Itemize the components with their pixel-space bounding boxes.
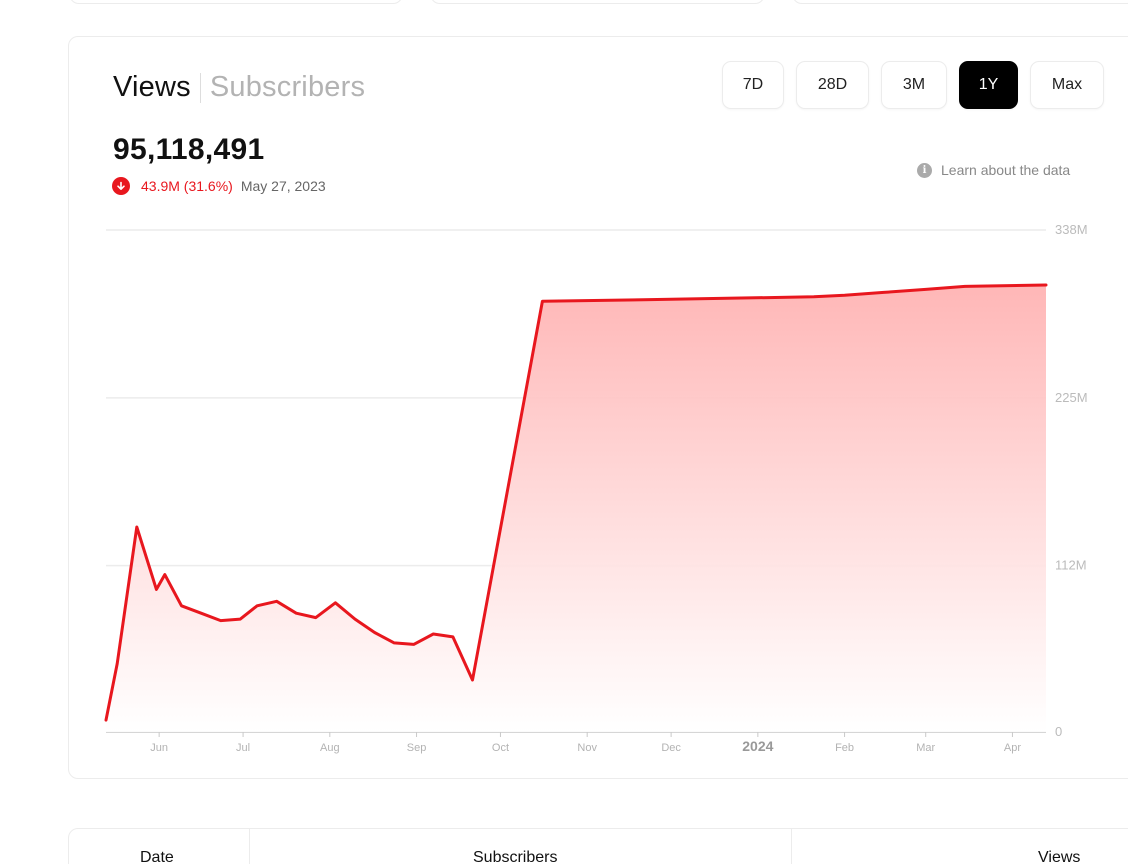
column-divider [249, 829, 250, 864]
learn-about-data-link[interactable]: i Learn about the data [917, 162, 1070, 178]
column-header-views-label: Views [1038, 849, 1081, 864]
column-header-subscribers[interactable]: Subscribers [250, 829, 791, 864]
y-tick-label: 0 [1055, 724, 1062, 739]
x-tick-label: Apr [1004, 742, 1021, 754]
views-series-line [104, 283, 1048, 722]
total-views-value: 95,118,491 [113, 133, 265, 166]
x-tick-label: Aug [320, 742, 340, 754]
x-tick-label: Jun [150, 742, 168, 754]
y-tick-label: 338M [1055, 222, 1088, 237]
column-header-date-label: Date [140, 849, 174, 864]
analytics-card: Views Subscribers 7D 28D 3M 1Y Max 95,11… [68, 36, 1128, 779]
arrow-down-icon [112, 177, 130, 195]
y-tick-label: 112M [1055, 558, 1087, 573]
x-tick-label: Sep [407, 742, 427, 754]
data-table-header: Date Subscribers Views [68, 828, 1128, 864]
tab-subscribers[interactable]: Subscribers [209, 71, 366, 103]
column-header-date[interactable]: Date [69, 829, 249, 864]
x-tick-label: Feb [835, 742, 854, 754]
range-7d-button[interactable]: 7D [722, 61, 784, 109]
summary-card-2 [430, 0, 765, 4]
tab-divider [199, 72, 201, 103]
summary-card-3 [792, 0, 1128, 4]
metric-tabs: Views Subscribers [113, 71, 365, 104]
change-date: May 27, 2023 [240, 178, 326, 194]
column-divider [791, 829, 792, 864]
column-header-views[interactable]: Views [792, 829, 1128, 864]
x-tick-label: Oct [492, 742, 509, 754]
change-value: 43.9M (31.6%) [141, 178, 233, 194]
x-tick-label: Mar [916, 742, 935, 754]
x-tick-label: 2024 [742, 738, 773, 754]
views-area-fill [106, 285, 1046, 732]
range-3m-button[interactable]: 3M [881, 61, 947, 109]
y-tick-label: 225M [1055, 390, 1088, 405]
summary-card-1 [69, 0, 403, 4]
range-1y-button[interactable]: 1Y [959, 61, 1018, 109]
change-row: 43.9M (31.6%) May 27, 2023 [112, 177, 326, 195]
range-28d-button[interactable]: 28D [796, 61, 869, 109]
tab-views[interactable]: Views [113, 71, 191, 103]
range-max-button[interactable]: Max [1030, 61, 1104, 109]
x-tick-label: Jul [236, 742, 250, 754]
views-chart: 0 112M 225M 338M Jun Jul Aug Sep Oct Nov Dec 2024 Fe… [104, 222, 1088, 754]
x-tick-label: Dec [661, 742, 681, 754]
x-tick-label: Nov [577, 742, 597, 754]
learn-about-data-label: Learn about the data [941, 162, 1071, 178]
column-header-subscribers-label: Subscribers [473, 849, 558, 864]
info-icon: i [917, 162, 932, 178]
